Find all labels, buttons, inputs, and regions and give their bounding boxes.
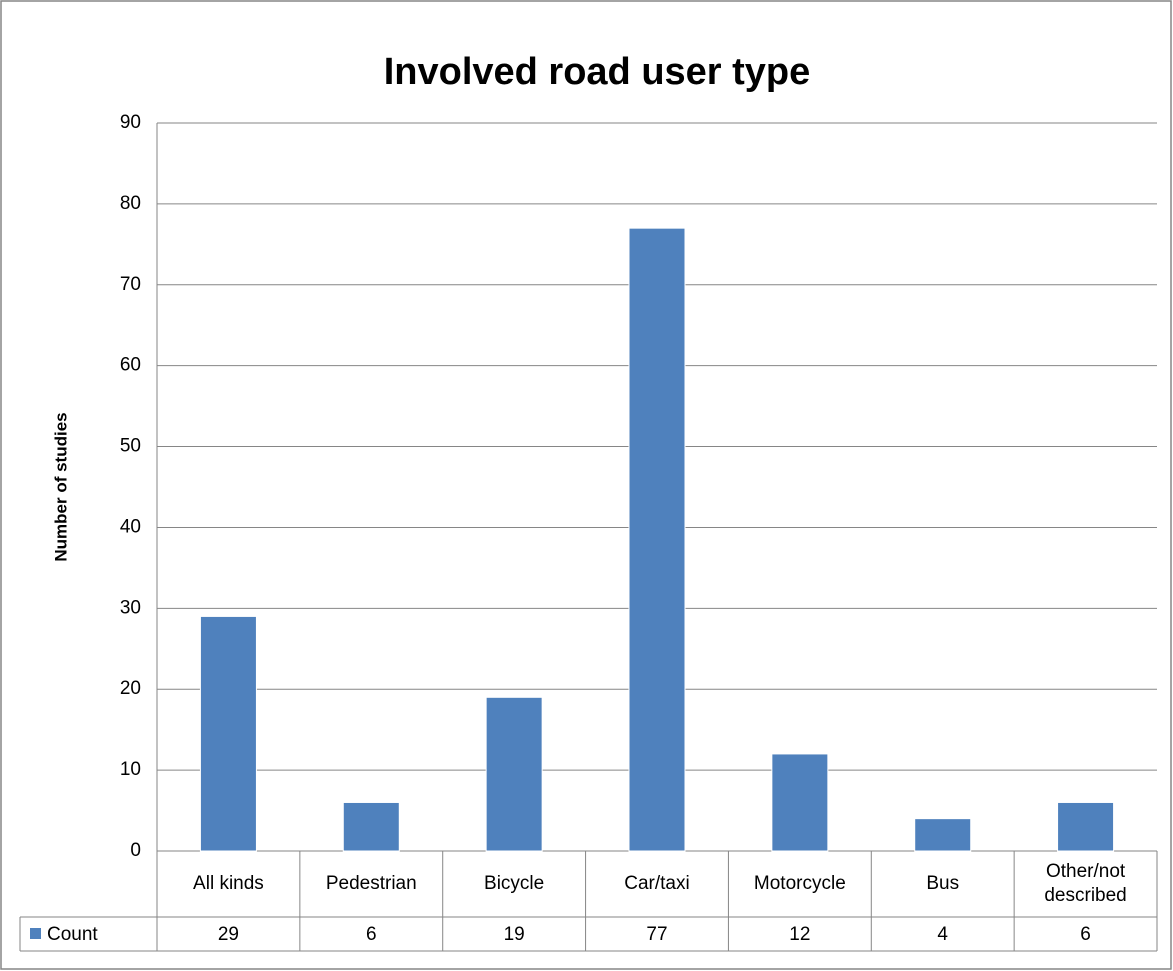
y-tick-label: 50 [120,436,141,457]
bar [199,615,257,852]
legend-key [30,928,41,939]
table-value: 77 [646,924,667,945]
bar [628,227,686,852]
table-value: 6 [1080,924,1091,945]
y-tick-label: 10 [120,759,141,780]
table-value: 4 [937,924,948,945]
x-tick-label: Motorcycle [753,873,846,894]
x-tick-label-box: Car/taxi [624,873,690,894]
x-tick-label-box: Bus [926,873,960,894]
bar [914,818,972,852]
bar [342,801,400,852]
x-tick-label: All kinds [193,873,264,894]
y-tick-label: 40 [120,516,141,537]
y-tick-label: 70 [120,274,141,295]
y-tick-label: 30 [120,597,141,618]
x-tick-label: Bus [926,873,960,894]
chart-title: Involved road user type [384,51,811,93]
x-tick-label: Car/taxi [624,873,690,894]
bar [485,696,543,852]
bar [1057,801,1115,852]
x-tick-label-box: All kinds [193,873,264,894]
y-tick-label: 0 [130,840,141,861]
y-tick-label: 80 [120,193,141,214]
x-tick-label-box: Pedestrian [325,873,417,894]
x-tick-label: Bicycle [484,873,545,894]
table-value: 12 [789,924,810,945]
bar [771,753,829,852]
y-tick-label: 90 [120,112,141,133]
y-axis-label: Number of studies [51,412,70,561]
x-tick-label-box: Bicycle [484,873,545,894]
x-tick-label: Other/not described [1044,861,1127,906]
table-value: 6 [366,924,377,945]
x-tick-label: Pedestrian [325,873,417,894]
y-tick-label: 60 [120,355,141,376]
x-tick-label-box: Motorcycle [753,873,846,894]
legend-label: Count [47,924,98,945]
y-tick-label: 20 [120,678,141,699]
table-value: 19 [504,924,525,945]
x-tick-label-box: Other/not described [1044,861,1127,906]
table-value: 29 [218,924,239,945]
